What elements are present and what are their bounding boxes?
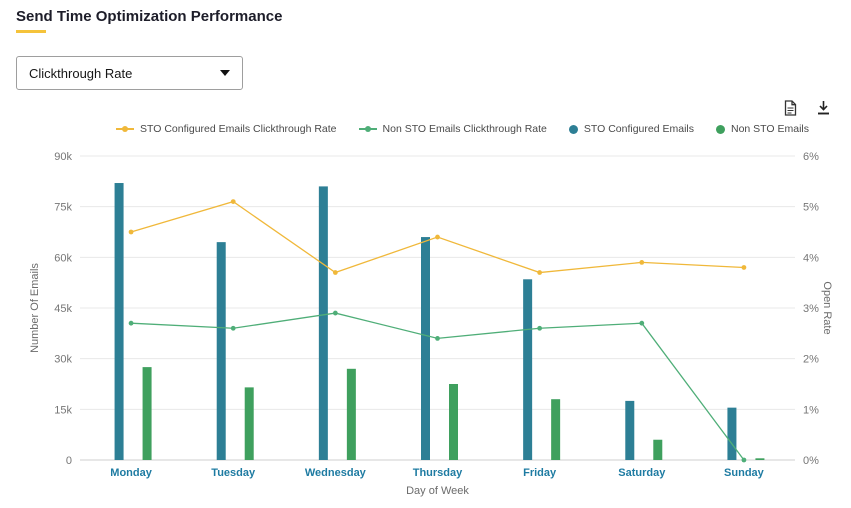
right-axis-tick: 2%: [803, 354, 819, 366]
right-axis-tick: 3%: [803, 303, 819, 315]
x-axis-label: Sunday: [724, 467, 765, 479]
bar[interactable]: [421, 237, 430, 460]
chevron-down-icon: [220, 70, 230, 76]
line-point[interactable]: [435, 336, 440, 341]
bar[interactable]: [449, 384, 458, 460]
legend-item[interactable]: STO Configured Emails: [568, 123, 694, 135]
line-point[interactable]: [128, 320, 134, 326]
legend-item[interactable]: Non STO Emails: [716, 123, 809, 135]
line-point[interactable]: [537, 270, 543, 275]
line-point[interactable]: [537, 325, 543, 331]
legend-item[interactable]: STO Configured Emails Clickthrough Rate: [116, 123, 337, 135]
right-axis-tick: 4%: [803, 252, 819, 264]
line-point[interactable]: [332, 310, 338, 316]
x-axis-label: Wednesday: [305, 467, 367, 479]
right-axis-tick: 5%: [803, 202, 819, 214]
line-point[interactable]: [741, 265, 747, 270]
x-axis-label: Friday: [523, 467, 557, 479]
left-axis-tick: 90k: [54, 151, 72, 163]
bar[interactable]: [625, 400, 635, 460]
line-point[interactable]: [639, 320, 645, 326]
right-axis-tick: 6%: [803, 151, 819, 163]
legend-label: Non STO Emails: [731, 123, 809, 135]
left-axis-title: Number Of Emails: [29, 263, 41, 353]
x-axis-label: Monday: [110, 467, 152, 479]
legend-item[interactable]: Non STO Emails Clickthrough Rate: [358, 123, 547, 135]
x-axis-label: Saturday: [618, 467, 666, 479]
download-icon: [818, 101, 829, 115]
line-series-marker: [358, 126, 377, 132]
legend-label: STO Configured Emails: [583, 123, 694, 135]
title-underline: [16, 30, 46, 33]
chart-toolbar: [781, 98, 833, 118]
x-axis-title: Day of Week: [406, 485, 469, 497]
bar[interactable]: [755, 458, 765, 460]
report-button[interactable]: [781, 98, 800, 118]
chart-legend: STO Configured Emails Clickthrough Rate N…: [0, 123, 809, 135]
page-title: Send Time Optimization Performance: [16, 8, 283, 25]
legend-label: Non STO Emails Clickthrough Rate: [382, 123, 547, 135]
line-point[interactable]: [332, 270, 338, 275]
legend-label: STO Configured Emails Clickthrough Rate: [140, 123, 337, 135]
bar[interactable]: [142, 367, 152, 460]
bar[interactable]: [523, 279, 533, 460]
left-axis-tick: 45k: [54, 303, 72, 315]
bar[interactable]: [551, 399, 561, 460]
right-axis-tick: 1%: [803, 404, 819, 416]
x-axis-label: Tuesday: [211, 467, 256, 479]
x-axis-label: Thursday: [413, 467, 463, 479]
bar-series-marker: [568, 124, 578, 134]
bar[interactable]: [346, 368, 356, 460]
download-button[interactable]: [814, 98, 833, 118]
bar[interactable]: [653, 439, 663, 460]
bar[interactable]: [216, 242, 226, 460]
metric-dropdown[interactable]: Clickthrough Rate: [16, 56, 243, 90]
left-axis-tick: 0: [66, 455, 72, 467]
report-icon: [784, 100, 797, 116]
right-axis-tick: 0%: [803, 455, 819, 467]
left-axis-tick: 60k: [54, 252, 72, 264]
bar[interactable]: [114, 183, 124, 460]
bar[interactable]: [727, 407, 737, 460]
line-series-marker: [116, 126, 135, 132]
line-point[interactable]: [741, 457, 747, 463]
line-point[interactable]: [435, 234, 440, 240]
bar-series-marker: [716, 124, 725, 134]
metric-dropdown-value: Clickthrough Rate: [29, 65, 133, 81]
bar[interactable]: [318, 186, 328, 460]
line-point[interactable]: [230, 199, 236, 204]
line-point[interactable]: [639, 260, 645, 265]
left-axis-tick: 15k: [54, 404, 72, 416]
bar[interactable]: [244, 387, 254, 460]
line-point[interactable]: [128, 229, 134, 235]
left-axis-tick: 30k: [54, 354, 72, 366]
left-axis-tick: 75k: [54, 202, 72, 214]
combo-chart: 0 0% 15k 1% 30k 2% 45k 3% 60k 4% 75k 5% 90k 6% Monday T…: [29, 151, 833, 497]
right-axis-title: Open Rate: [821, 281, 833, 334]
line-point[interactable]: [230, 325, 236, 331]
